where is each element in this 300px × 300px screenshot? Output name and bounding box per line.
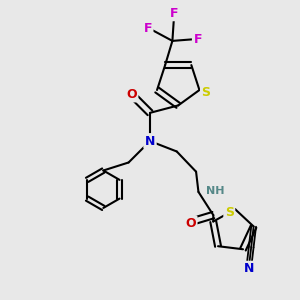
Text: S: S: [202, 86, 211, 100]
Text: N: N: [244, 262, 254, 275]
Text: F: F: [143, 22, 152, 34]
Text: O: O: [185, 217, 196, 230]
Text: NH: NH: [206, 186, 224, 196]
Text: F: F: [194, 33, 202, 46]
Text: N: N: [145, 135, 155, 148]
Text: S: S: [225, 206, 234, 219]
Text: F: F: [170, 7, 179, 20]
Text: O: O: [126, 88, 137, 101]
